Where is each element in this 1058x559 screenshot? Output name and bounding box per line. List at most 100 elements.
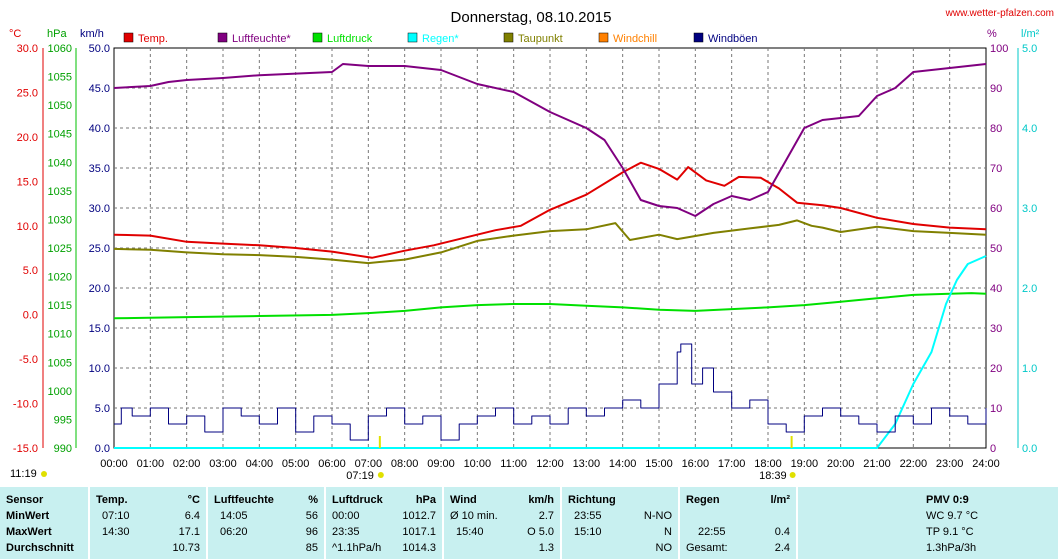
x-tick-label: 24:00 xyxy=(972,458,1000,470)
legend-label: Luftfeuchte* xyxy=(232,33,291,45)
rain-total-value: 2.4 xyxy=(774,542,790,554)
x-tick-label: 12:00 xyxy=(536,458,564,470)
source-link[interactable]: www.wetter-pfalzen.com xyxy=(945,8,1054,19)
temp-tick-label: 30.0 xyxy=(17,43,38,55)
sunrise-icon xyxy=(377,472,384,478)
press-header: Luftdruck xyxy=(332,494,383,506)
x-tick-label: 09:00 xyxy=(427,458,455,470)
press-tick-label: 1005 xyxy=(48,357,72,369)
press-tick-label: 1020 xyxy=(48,272,72,284)
press-tick-label: 1010 xyxy=(48,329,72,341)
temp-min-time: 07:10 xyxy=(102,510,130,522)
x-tick-label: 21:00 xyxy=(863,458,891,470)
wind-avg-value: 1.3 xyxy=(538,542,554,554)
pmv-dewpoint: TP 9.1 °C xyxy=(926,526,974,538)
press-tick-label: 995 xyxy=(54,414,72,426)
rain-header: Regen xyxy=(686,494,720,506)
legend-swatch xyxy=(123,32,134,43)
temp-header: Temp. xyxy=(96,494,128,506)
rain-tick-label: 2.0 xyxy=(1022,283,1037,295)
stats-col-hum: Luftfeuchte% 14:05 56 06:20 96 85 xyxy=(208,487,324,559)
unit-temp: °C xyxy=(9,28,21,40)
rain-max-time: 22:55 xyxy=(698,526,726,538)
stats-col-temp: Temp. °C 07:10 6.4 14:30 17.1 10.73 xyxy=(90,487,206,559)
wind-avg-label: Ø 10 min. xyxy=(450,510,498,522)
x-axis: 00:00 01:00 02:00 03:00 04:00 05:00 06:00 07:00… xyxy=(10,436,1000,482)
hum-tick-label: 50 xyxy=(990,243,1002,255)
series-luftfeuchte xyxy=(113,63,987,217)
press-tick-label: 1040 xyxy=(48,157,72,169)
rain-tick-label: 4.0 xyxy=(1022,123,1037,135)
rain-total-label: Gesamt: xyxy=(686,542,728,554)
wind-tick-label: 25.0 xyxy=(89,243,110,255)
daylength-label: 11:19 xyxy=(10,468,37,480)
legend-swatch xyxy=(693,32,704,43)
x-tick-label: 10:00 xyxy=(464,458,492,470)
x-tick-label: 13:00 xyxy=(573,458,601,470)
press-max-time: 23:35 xyxy=(332,526,360,538)
hum-tick-label: 10 xyxy=(990,403,1002,415)
stats-col-dir: Richtung 23:55 N-NO 15:10 N NO xyxy=(562,487,678,559)
hum-tick-label: 0 xyxy=(990,443,996,455)
rain-tick-label: 5.0 xyxy=(1022,43,1037,55)
temp-min-value: 6.4 xyxy=(184,510,200,522)
axes: 30.0 25.0 20.0 15.0 10.0 5.0 0.0 -5.0 -10.0 -15.0… xyxy=(13,43,1037,455)
press-tick-label: 1015 xyxy=(48,300,72,312)
x-tick-label: 18:00 xyxy=(754,458,782,470)
x-tick-label: 23:00 xyxy=(936,458,964,470)
wind-header: Wind xyxy=(450,494,477,506)
hum-tick-label: 90 xyxy=(990,83,1002,95)
press-tick-label: 1060 xyxy=(48,43,72,55)
temp-max-value: 17.1 xyxy=(178,526,200,538)
stats-col-wind: Wind km/h Ø 10 min. 2.7 15:40 O 5.0 1.3 xyxy=(444,487,560,559)
dir-min-value: N-NO xyxy=(643,510,672,522)
press-tick-label: 1025 xyxy=(48,243,72,255)
press-tick-label: 1000 xyxy=(48,386,72,398)
hum-tick-label: 70 xyxy=(990,163,1002,175)
x-tick-label: 01:00 xyxy=(137,458,165,470)
legend-label: Windchill xyxy=(613,33,657,45)
dir-max-value: N xyxy=(664,526,672,538)
wind-tick-label: 30.0 xyxy=(89,203,110,215)
hum-max-value: 96 xyxy=(305,526,318,538)
x-tick-label: 15:00 xyxy=(645,458,673,470)
daylength-icon xyxy=(41,471,47,477)
unit-press: hPa xyxy=(47,28,67,40)
legend-label: Temp. xyxy=(138,33,168,45)
press-tick-label: 1030 xyxy=(48,214,72,226)
press-tick-label: 990 xyxy=(54,443,72,455)
pmv-header: PMV 0:9 xyxy=(926,494,969,506)
wind-min-value: 2.7 xyxy=(538,510,554,522)
wind-tick-label: 50.0 xyxy=(89,43,110,55)
temp-tick-label: 5.0 xyxy=(23,265,38,277)
wind-tick-label: 45.0 xyxy=(89,83,110,95)
dir-max-time: 15:10 xyxy=(574,526,602,538)
press-min-time: 00:00 xyxy=(332,510,360,522)
press-tick-label: 1050 xyxy=(48,100,72,112)
x-tick-label: 20:00 xyxy=(827,458,855,470)
x-tick-label: 11:00 xyxy=(500,458,527,470)
x-tick-label: 06:00 xyxy=(318,458,346,470)
row-label-min: MinWert xyxy=(6,510,50,522)
wind-tick-label: 20.0 xyxy=(89,283,110,295)
series-temp xyxy=(113,161,987,259)
wind-tick-label: 40.0 xyxy=(89,123,110,135)
row-label-max: MaxWert xyxy=(6,526,52,538)
weather-chart: Donnerstag, 08.10.2015 www.wetter-pfalze… xyxy=(9,8,1054,482)
series-taupunkt xyxy=(113,219,987,265)
wind-unit: km/h xyxy=(528,494,554,506)
rain-tick-label: 1.0 xyxy=(1022,363,1037,375)
legend-swatch xyxy=(503,32,514,43)
hum-min-value: 56 xyxy=(305,510,318,522)
press-unit: hPa xyxy=(415,494,436,506)
hum-unit: % xyxy=(308,494,318,506)
legend-swatch xyxy=(407,32,418,43)
wind-tick-label: 15.0 xyxy=(89,323,110,335)
wind-max-time: 15:40 xyxy=(456,526,484,538)
wind-tick-label: 0.0 xyxy=(95,443,110,455)
press-avg-value: 1014.3 xyxy=(402,542,436,554)
stats-col-labels: Sensor MinWert MaxWert Durchschnitt xyxy=(0,487,88,559)
series xyxy=(113,63,987,449)
temp-tick-label: -5.0 xyxy=(19,354,38,366)
x-tick-label: 14:00 xyxy=(609,458,637,470)
